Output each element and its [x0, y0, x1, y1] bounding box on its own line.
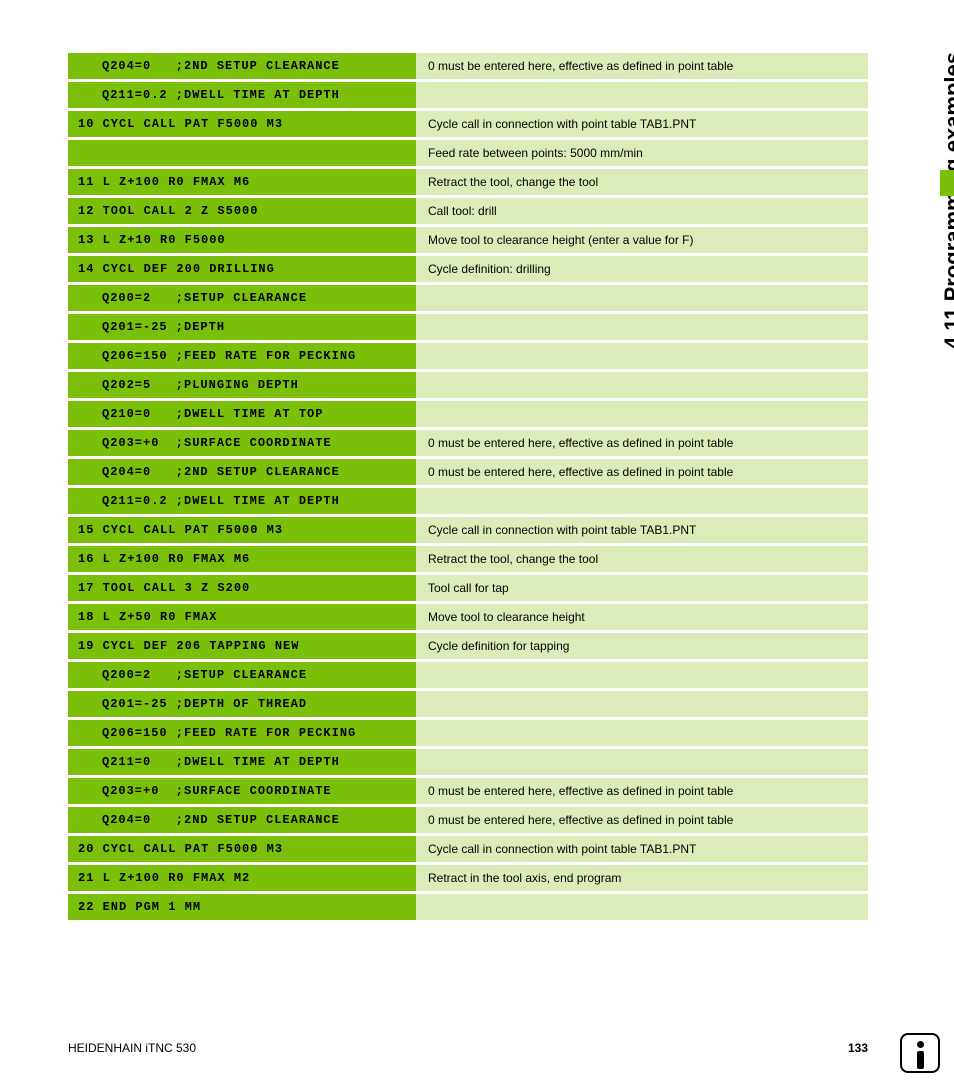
- code-cell: Q211=0.2 ;DWELL TIME AT DEPTH: [68, 488, 416, 514]
- table-row: Q211=0.2 ;DWELL TIME AT DEPTH: [68, 82, 868, 108]
- desc-cell: 0 must be entered here, effective as def…: [416, 430, 868, 456]
- desc-cell: Cycle call in connection with point tabl…: [416, 836, 868, 862]
- code-cell: 11 L Z+100 R0 FMAX M6: [68, 169, 416, 195]
- code-cell: Q203=+0 ;SURFACE COORDINATE: [68, 430, 416, 456]
- desc-cell: [416, 343, 868, 369]
- code-cell: [68, 140, 416, 166]
- table-row: 18 L Z+50 R0 FMAXMove tool to clearance …: [68, 604, 868, 630]
- desc-cell: Cycle call in connection with point tabl…: [416, 517, 868, 543]
- table-row: Q200=2 ;SETUP CLEARANCE: [68, 285, 868, 311]
- table-row: Q206=150 ;FEED RATE FOR PECKING: [68, 343, 868, 369]
- desc-cell: Move tool to clearance height: [416, 604, 868, 630]
- table-row: 11 L Z+100 R0 FMAX M6Retract the tool, c…: [68, 169, 868, 195]
- code-cell: 12 TOOL CALL 2 Z S5000: [68, 198, 416, 224]
- code-cell: 15 CYCL CALL PAT F5000 M3: [68, 517, 416, 543]
- table-row: 10 CYCL CALL PAT F5000 M3Cycle call in c…: [68, 111, 868, 137]
- code-cell: Q200=2 ;SETUP CLEARANCE: [68, 285, 416, 311]
- table-row: Q204=0 ;2ND SETUP CLEARANCE0 must be ent…: [68, 807, 868, 833]
- desc-cell: [416, 662, 868, 688]
- desc-cell: [416, 314, 868, 340]
- code-cell: 21 L Z+100 R0 FMAX M2: [68, 865, 416, 891]
- table-row: Feed rate between points: 5000 mm/min: [68, 140, 868, 166]
- desc-cell: Feed rate between points: 5000 mm/min: [416, 140, 868, 166]
- page-footer: HEIDENHAIN iTNC 530 133: [68, 1041, 868, 1055]
- table-row: 17 TOOL CALL 3 Z S200Tool call for tap: [68, 575, 868, 601]
- desc-cell: [416, 285, 868, 311]
- desc-cell: Retract the tool, change the tool: [416, 169, 868, 195]
- page-number: 133: [848, 1041, 868, 1055]
- table-row: Q201=-25 ;DEPTH OF THREAD: [68, 691, 868, 717]
- desc-cell: Retract the tool, change the tool: [416, 546, 868, 572]
- table-row: 14 CYCL DEF 200 DRILLINGCycle definition…: [68, 256, 868, 282]
- table-row: 19 CYCL DEF 206 TAPPING NEWCycle definit…: [68, 633, 868, 659]
- table-row: Q211=0.2 ;DWELL TIME AT DEPTH: [68, 488, 868, 514]
- table-row: Q200=2 ;SETUP CLEARANCE: [68, 662, 868, 688]
- code-cell: 22 END PGM 1 MM: [68, 894, 416, 920]
- table-row: Q201=-25 ;DEPTH: [68, 314, 868, 340]
- desc-cell: [416, 82, 868, 108]
- table-row: Q204=0 ;2ND SETUP CLEARANCE0 must be ent…: [68, 459, 868, 485]
- desc-cell: 0 must be entered here, effective as def…: [416, 807, 868, 833]
- desc-cell: 0 must be entered here, effective as def…: [416, 778, 868, 804]
- table-row: Q206=150 ;FEED RATE FOR PECKING: [68, 720, 868, 746]
- side-tab: [940, 170, 954, 196]
- code-cell: Q211=0 ;DWELL TIME AT DEPTH: [68, 749, 416, 775]
- code-cell: 13 L Z+10 R0 F5000: [68, 227, 416, 253]
- code-cell: Q206=150 ;FEED RATE FOR PECKING: [68, 720, 416, 746]
- code-cell: 17 TOOL CALL 3 Z S200: [68, 575, 416, 601]
- desc-cell: Cycle definition: drilling: [416, 256, 868, 282]
- desc-cell: Tool call for tap: [416, 575, 868, 601]
- desc-cell: Move tool to clearance height (enter a v…: [416, 227, 868, 253]
- desc-cell: [416, 691, 868, 717]
- code-cell: Q202=5 ;PLUNGING DEPTH: [68, 372, 416, 398]
- table-row: 16 L Z+100 R0 FMAX M6Retract the tool, c…: [68, 546, 868, 572]
- code-cell: 10 CYCL CALL PAT F5000 M3: [68, 111, 416, 137]
- section-title: 4.11 Programming examples: [940, 52, 954, 349]
- table-row: Q203=+0 ;SURFACE COORDINATE0 must be ent…: [68, 778, 868, 804]
- table-row: 12 TOOL CALL 2 Z S5000Call tool: drill: [68, 198, 868, 224]
- table-row: Q203=+0 ;SURFACE COORDINATE0 must be ent…: [68, 430, 868, 456]
- desc-cell: [416, 749, 868, 775]
- code-cell: Q211=0.2 ;DWELL TIME AT DEPTH: [68, 82, 416, 108]
- code-cell: Q201=-25 ;DEPTH: [68, 314, 416, 340]
- code-cell: 14 CYCL DEF 200 DRILLING: [68, 256, 416, 282]
- table-row: 20 CYCL CALL PAT F5000 M3Cycle call in c…: [68, 836, 868, 862]
- table-row: 13 L Z+10 R0 F5000Move tool to clearance…: [68, 227, 868, 253]
- desc-cell: 0 must be entered here, effective as def…: [416, 459, 868, 485]
- desc-cell: [416, 894, 868, 920]
- table-row: 15 CYCL CALL PAT F5000 M3Cycle call in c…: [68, 517, 868, 543]
- code-cell: 16 L Z+100 R0 FMAX M6: [68, 546, 416, 572]
- table-row: Q204=0 ;2ND SETUP CLEARANCE0 must be ent…: [68, 53, 868, 79]
- desc-cell: [416, 720, 868, 746]
- code-cell: Q204=0 ;2ND SETUP CLEARANCE: [68, 53, 416, 79]
- table-row: 21 L Z+100 R0 FMAX M2Retract in the tool…: [68, 865, 868, 891]
- table-row: 22 END PGM 1 MM: [68, 894, 868, 920]
- code-cell: Q204=0 ;2ND SETUP CLEARANCE: [68, 459, 416, 485]
- desc-cell: [416, 372, 868, 398]
- desc-cell: Retract in the tool axis, end program: [416, 865, 868, 891]
- info-icon: [900, 1033, 940, 1073]
- code-cell: Q201=-25 ;DEPTH OF THREAD: [68, 691, 416, 717]
- code-cell: Q210=0 ;DWELL TIME AT TOP: [68, 401, 416, 427]
- code-cell: Q203=+0 ;SURFACE COORDINATE: [68, 778, 416, 804]
- desc-cell: [416, 401, 868, 427]
- desc-cell: 0 must be entered here, effective as def…: [416, 53, 868, 79]
- code-cell: 18 L Z+50 R0 FMAX: [68, 604, 416, 630]
- table-row: Q210=0 ;DWELL TIME AT TOP: [68, 401, 868, 427]
- desc-cell: Call tool: drill: [416, 198, 868, 224]
- code-cell: Q204=0 ;2ND SETUP CLEARANCE: [68, 807, 416, 833]
- code-cell: Q200=2 ;SETUP CLEARANCE: [68, 662, 416, 688]
- desc-cell: Cycle call in connection with point tabl…: [416, 111, 868, 137]
- program-table: Q204=0 ;2ND SETUP CLEARANCE0 must be ent…: [68, 50, 868, 923]
- desc-cell: Cycle definition for tapping: [416, 633, 868, 659]
- code-cell: Q206=150 ;FEED RATE FOR PECKING: [68, 343, 416, 369]
- table-row: Q202=5 ;PLUNGING DEPTH: [68, 372, 868, 398]
- footer-product: HEIDENHAIN iTNC 530: [68, 1041, 196, 1055]
- desc-cell: [416, 488, 868, 514]
- table-row: Q211=0 ;DWELL TIME AT DEPTH: [68, 749, 868, 775]
- code-cell: 19 CYCL DEF 206 TAPPING NEW: [68, 633, 416, 659]
- code-cell: 20 CYCL CALL PAT F5000 M3: [68, 836, 416, 862]
